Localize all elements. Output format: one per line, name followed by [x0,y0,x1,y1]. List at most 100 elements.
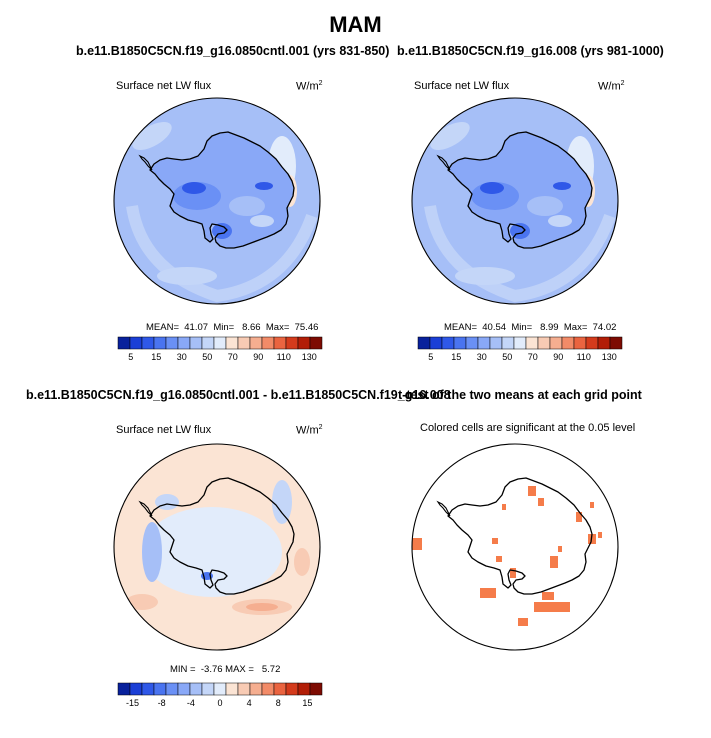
colorbar-swatch [201,336,215,350]
panel-difference-variable: Surface net LW flux [116,424,212,436]
colorbar-swatch [225,682,239,696]
significant-cell [538,498,544,506]
colorbar-tick-label: 4 [246,698,252,708]
contour-band [455,267,515,285]
colorbar-swatch [597,336,611,350]
colorbar-tick-label: 5 [128,352,134,362]
colorbar-swatch [525,336,539,350]
colorbar-swatch [309,682,323,696]
colorbar-swatch [489,336,503,350]
colorbar-swatch [213,682,227,696]
colorbar-swatch [609,336,623,350]
colorbar-tick-label: 5 [428,352,434,362]
colorbar-swatch [477,336,491,350]
colorbar-swatch [153,336,167,350]
colorbar-tick-label: 8 [275,698,281,708]
colorbar-swatch [297,336,311,350]
significant-cell [542,592,554,600]
significant-cell [480,588,496,598]
colorbar-tick-label: 30 [476,352,487,362]
colorbar-swatch [261,336,275,350]
panel-control-units: W/m2 [296,80,323,93]
significant-cell [412,538,422,550]
contour-band [430,122,470,150]
contour-band [182,182,206,194]
panel-control-stats: MEAN= 41.07 Min= 8.66 Max= 75.46 [146,322,319,333]
panel-ttest-map [411,443,619,651]
colorbar-tick-label: -4 [186,698,195,708]
contour-band [424,204,616,303]
coastline [149,131,295,249]
panel-ttest-subtitle: Colored cells are significant at the 0.0… [420,422,636,434]
colorbar-swatch [501,336,515,350]
contour-band [548,215,572,227]
contour-band [212,223,232,239]
contour-band [527,196,563,216]
colorbar-swatch [189,682,203,696]
coastline [436,500,451,517]
contour-band [142,507,282,597]
colorbar-swatch [261,682,275,696]
panel-experiment-stats: MEAN= 40.54 Min= 8.99 Max= 74.02 [444,322,617,333]
colorbar-tick-label: 70 [527,352,538,362]
significant-cell [590,502,594,508]
contour-band [142,522,162,582]
panel-difference-units: W/m2 [296,424,323,437]
colorbar-swatch [573,336,587,350]
colorbar-swatch [129,682,143,696]
colorbar-swatch [513,336,527,350]
coastline [447,131,593,249]
panel-difference-colorbar [117,682,323,696]
colorbar-tick-label: 90 [553,352,564,362]
colorbar-swatch [285,336,299,350]
significant-cell [528,486,536,496]
ocean-field [412,444,618,650]
contour-band [229,196,265,216]
colorbar-tick-label: 50 [202,352,213,362]
colorbar-swatch [129,336,143,350]
panel-difference-colorbar-labels: -15 -8 -4 0 4 8 15 [118,698,322,710]
panel-control-title: b.e11.B1850C5CN.f19_g16.0850cntl.001 (yr… [76,44,390,58]
colorbar-swatch [297,682,311,696]
significant-cell [496,556,502,562]
panel-control-variable: Surface net LW flux [116,80,212,92]
significant-cell [534,602,570,612]
contour-band [553,182,571,190]
panel-experiment-variable: Surface net LW flux [414,80,510,92]
figure-title: MAM [329,12,382,37]
contour-band [126,204,318,303]
colorbar-swatch [189,336,203,350]
coastline [138,154,153,171]
colorbar-swatch [561,336,575,350]
colorbar-swatch [417,336,431,350]
colorbar-swatch [429,336,443,350]
colorbar-tick-label: -8 [157,698,166,708]
colorbar-swatch [117,682,131,696]
colorbar-swatch [153,682,167,696]
colorbar-swatch [117,336,131,350]
colorbar-swatch [441,336,455,350]
panel-experiment-title: b.e11.B1850C5CN.f19_g16.008 (yrs 981-100… [397,44,664,58]
contour-band [157,267,217,285]
colorbar-swatch [177,336,191,350]
significant-cell [576,512,582,522]
colorbar-swatch [225,336,239,350]
colorbar-swatch [249,336,263,350]
colorbar-swatch [249,682,263,696]
contour-band [250,215,274,227]
colorbar-swatch [165,336,179,350]
contour-band [255,182,273,190]
colorbar-swatch [237,682,251,696]
colorbar-swatch [201,682,215,696]
colorbar-swatch [585,336,599,350]
significant-cell [550,556,558,568]
significant-cell [492,538,498,544]
map-border [113,97,321,305]
coastline [447,477,593,595]
colorbar-tick-label: 110 [276,352,291,362]
colorbar-tick-label: 90 [253,352,264,362]
panel-experiment-units: W/m2 [598,80,625,93]
colorbar-swatch [177,682,191,696]
colorbar-tick-label: 15 [151,352,162,362]
colorbar-swatch [213,336,227,350]
